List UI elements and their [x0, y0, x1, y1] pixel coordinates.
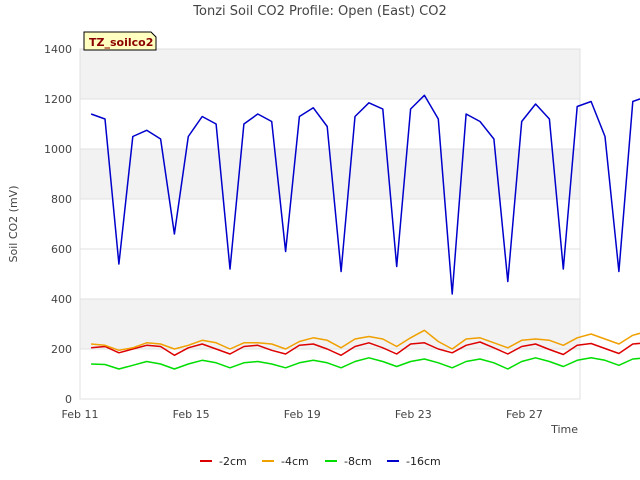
- badge-label: TZ_soilco2: [89, 36, 153, 49]
- y-tick-label: 0: [65, 393, 72, 406]
- y-tick-label: 400: [51, 293, 72, 306]
- y-axis-label: Soil CO2 (mV): [7, 186, 20, 263]
- series-lines: [90, 94, 640, 370]
- y-tick-label: 1400: [44, 43, 72, 56]
- dataset-badge: TZ_soilco2: [83, 31, 157, 51]
- background-band-2: [80, 49, 580, 99]
- x-axis-ticks: Feb 11 Feb 15 Feb 19 Feb 23 Feb 27: [62, 408, 543, 421]
- series-line-minus-4cm: [91, 329, 640, 352]
- x-tick-label: Feb 23: [395, 408, 432, 421]
- chart-title: Tonzi Soil CO2 Profile: Open (East) CO2: [192, 4, 446, 19]
- x-tick-label: Feb 11: [62, 408, 99, 421]
- y-tick-label: 800: [51, 193, 72, 206]
- y-axis-ticks: 0 200 400 600 800 1000 1200 1400: [44, 43, 72, 406]
- legend-label: -8cm: [344, 455, 372, 468]
- y-tick-label: 1200: [44, 93, 72, 106]
- y-tick-label: 200: [51, 343, 72, 356]
- legend: -2cm -4cm -8cm -16cm: [200, 455, 441, 468]
- legend-label: -16cm: [406, 455, 441, 468]
- x-tick-label: Feb 15: [173, 408, 210, 421]
- background-band-0: [80, 299, 580, 349]
- x-tick-label: Feb 19: [284, 408, 321, 421]
- badge-box: [83, 31, 157, 51]
- series-line-minus-2cm: [91, 341, 640, 357]
- series-line-minus-16cm: [90, 94, 640, 295]
- legend-label: -2cm: [219, 455, 247, 468]
- x-axis-label: Time: [550, 423, 578, 436]
- x-tick-label: Feb 27: [506, 408, 543, 421]
- series-line-minus-8cm: [91, 357, 640, 370]
- plot-border: [79, 48, 581, 400]
- y-tick-label: 600: [51, 243, 72, 256]
- y-tick-label: 1000: [44, 143, 72, 156]
- legend-label: -4cm: [281, 455, 309, 468]
